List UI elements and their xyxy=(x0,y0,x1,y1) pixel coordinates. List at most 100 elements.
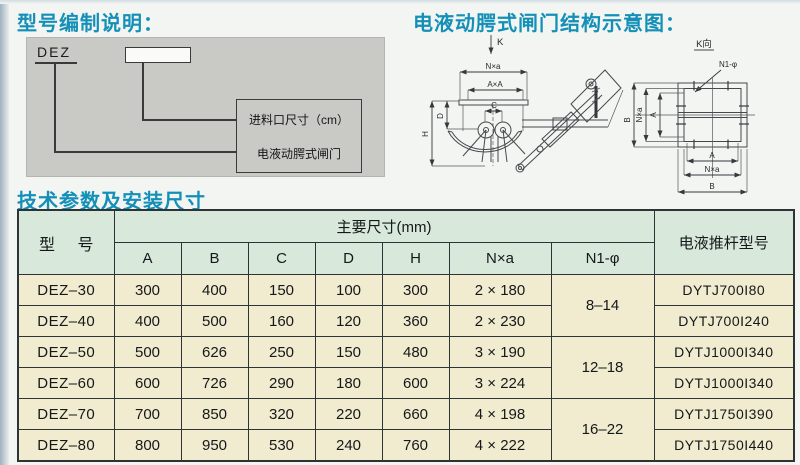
dim-b-cell: 626 xyxy=(180,336,249,368)
structure-diagram: K N×a A×A C xyxy=(403,28,795,200)
dim-b-cell: 726 xyxy=(180,367,249,399)
pushrod-cell: DYTJ1000I340 xyxy=(653,367,795,399)
jaw-bucket xyxy=(447,130,523,153)
dim-label-c: C xyxy=(491,101,497,110)
dim-c-cell: 290 xyxy=(247,367,316,399)
model-cell: DEZ–50 xyxy=(17,336,115,368)
dim-label-a: A xyxy=(649,112,658,118)
dim-nxa-cell: 4 × 222 xyxy=(448,429,552,462)
dim-nxa-cell: 3 × 190 xyxy=(448,336,552,368)
model-legend-panel: DEZ 进料口尺寸（cm） 电液动腭式闸门 xyxy=(26,37,385,177)
dim-d-cell: 100 xyxy=(314,274,383,306)
model-code-underline xyxy=(35,62,77,64)
dim-label-nxa: N×a xyxy=(635,107,644,122)
dim-h-cell: 600 xyxy=(381,367,450,399)
dim-a-cell: 800 xyxy=(113,429,182,462)
side-view: K N×a A×A C xyxy=(421,35,624,173)
table-row: DEZ–70 700 850 320 220 660 4 × 198 16–22… xyxy=(17,398,795,462)
table-row: DEZ–60 600 726 290 180 600 3 × 224 DYTJ1… xyxy=(17,367,795,399)
model-cell: DEZ–70 xyxy=(17,398,115,430)
dim-c-cell: 150 xyxy=(247,274,316,306)
dim-b-cell: 950 xyxy=(180,429,249,462)
n1phi-cell: 16–22 xyxy=(550,398,655,462)
dim-label-b: B xyxy=(709,182,714,191)
legend-connector-line xyxy=(54,151,237,153)
dim-label-d: D xyxy=(436,113,445,119)
table-header-row: 型 号 主要尺寸(mm) 电液推杆型号 xyxy=(17,209,795,275)
col-header-b: B xyxy=(180,242,249,275)
pushrod-cell: DYTJ1750I440 xyxy=(653,429,795,462)
scan-top-shadow xyxy=(0,0,800,4)
pushrod-cell: DYTJ1000I340 xyxy=(653,336,795,368)
dim-nxa-cell: 4 × 198 xyxy=(448,398,552,430)
gate-structure-drawing: K N×a A×A C xyxy=(421,35,755,195)
legend-label-inlet-size: 进料口尺寸（cm） xyxy=(249,113,349,127)
dim-b-cell: 850 xyxy=(180,398,249,430)
jaw-wheels xyxy=(462,121,526,163)
col-header-c: C xyxy=(247,242,316,275)
legend-label-box: 进料口尺寸（cm） 电液动腭式闸门 xyxy=(236,99,362,173)
table-row: DEZ–30 300 400 150 100 300 2 × 180 8–14 … xyxy=(17,274,795,337)
bolt-hole-ticks xyxy=(676,81,749,149)
model-numbering-title: 型号编制说明： xyxy=(17,13,164,35)
dim-b-cell: 400 xyxy=(180,274,249,306)
model-code-text: DEZ xyxy=(37,44,71,60)
dim-a-cell: 300 xyxy=(113,274,182,306)
model-cell: DEZ–30 xyxy=(17,274,115,306)
legend-label-gate-type: 电液动腭式闸门 xyxy=(256,147,341,161)
structure-diagram-title: 电液动腭式闸门结构示意图： xyxy=(413,13,686,35)
dim-d-cell: 150 xyxy=(314,336,383,368)
dim-c-cell: 530 xyxy=(247,429,316,462)
dim-label-axa: A×A xyxy=(487,80,503,89)
dim-nxa-cell: 2 × 180 xyxy=(448,274,552,306)
model-cell: DEZ–60 xyxy=(17,367,115,399)
scan-edge-shadow xyxy=(0,0,9,465)
dim-label-nxa: N×a xyxy=(705,165,720,174)
col-header-pushrod-model: 电液推杆型号 xyxy=(653,209,795,275)
table-row: DEZ–40 400 500 160 120 360 2 × 230 DYTJ7… xyxy=(17,305,795,337)
dim-nxa-cell: 3 × 224 xyxy=(448,367,552,399)
pushrod-cell: DYTJ700I80 xyxy=(653,274,795,306)
dim-c-cell: 160 xyxy=(247,305,316,337)
model-cell: DEZ–40 xyxy=(17,305,115,337)
inlet-flange xyxy=(458,99,529,106)
dim-h-cell: 360 xyxy=(381,305,450,337)
pushrod-cell: DYTJ1750I390 xyxy=(653,398,795,430)
table-row: DEZ–80 800 950 530 240 760 4 × 222 DYTJ1… xyxy=(17,429,795,462)
dim-c-cell: 250 xyxy=(247,336,316,368)
dim-label-a: A xyxy=(709,151,715,160)
dim-d-cell: 220 xyxy=(314,398,383,430)
model-cell: DEZ–80 xyxy=(17,429,115,462)
col-header-d: D xyxy=(314,242,383,275)
col-header-h: H xyxy=(381,242,450,275)
table-subheader-row: A B C D H N×a N1-φ xyxy=(18,242,794,275)
dim-d-cell: 240 xyxy=(314,429,383,462)
table-row: DEZ–50 500 626 250 150 480 3 × 190 12–18… xyxy=(17,336,795,399)
col-header-a: A xyxy=(113,242,182,275)
n1phi-cell: 8–14 xyxy=(550,274,655,337)
dim-d-cell: 120 xyxy=(314,305,383,337)
k-view-title: K向 xyxy=(696,38,712,50)
dim-b-cell: 500 xyxy=(180,305,249,337)
dim-label-h: H xyxy=(421,131,430,137)
col-header-main-dimensions: 主要尺寸(mm) xyxy=(113,209,655,243)
dim-label-n1phi: N1-φ xyxy=(719,60,737,69)
parameters-table: 型 号 主要尺寸(mm) 电液推杆型号 A B C D H N×a N1-φ D… xyxy=(17,209,796,462)
tech-params-title: 技术参数及安装尺寸 xyxy=(17,191,206,213)
col-header-n1phi: N1-φ xyxy=(550,242,655,275)
k-direction-label: K xyxy=(497,37,504,48)
dim-a-cell: 500 xyxy=(113,336,182,368)
dim-h-cell: 760 xyxy=(381,429,450,462)
dim-label-b: B xyxy=(623,117,632,122)
dim-h-cell: 300 xyxy=(381,274,450,306)
actuator-assembly xyxy=(515,69,624,173)
dim-h-cell: 480 xyxy=(381,336,450,368)
dim-nxa-cell: 2 × 230 xyxy=(448,305,552,337)
dim-a-cell: 700 xyxy=(113,398,182,430)
dim-a-cell: 400 xyxy=(113,305,182,337)
legend-connector-line xyxy=(54,63,56,152)
dim-c-cell: 320 xyxy=(247,398,316,430)
dim-a-cell: 600 xyxy=(113,367,182,399)
n1phi-cell: 12–18 xyxy=(550,336,655,399)
